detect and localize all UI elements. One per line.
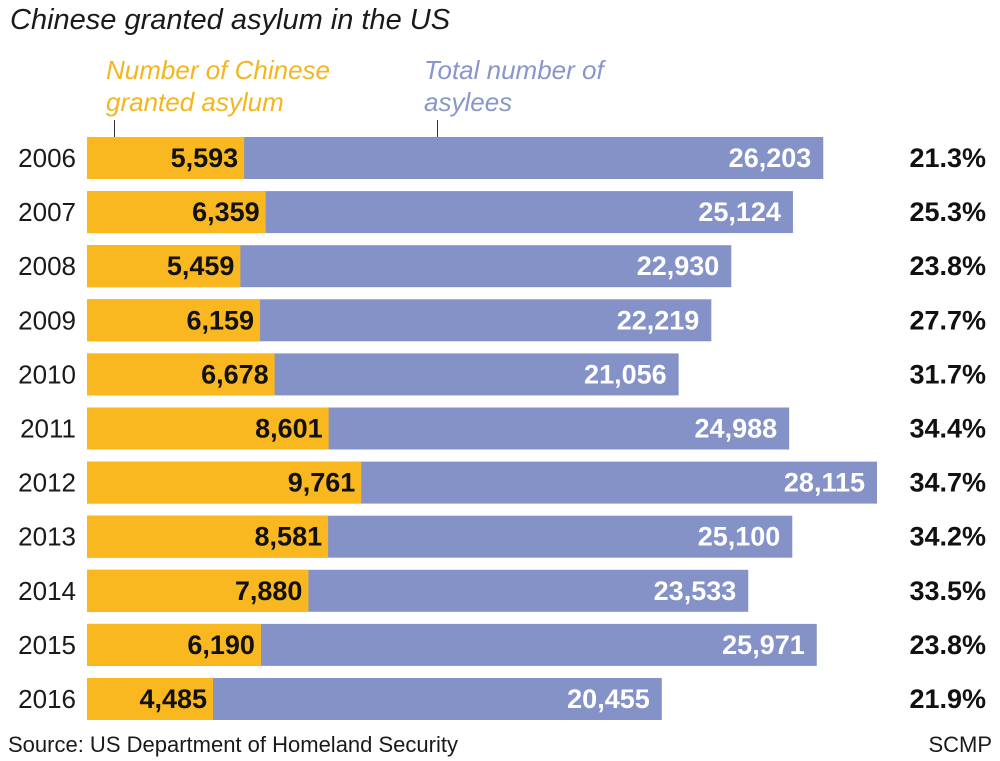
chinese-value-label: 5,459 bbox=[167, 251, 235, 281]
chinese-value-label: 4,485 bbox=[139, 684, 207, 714]
total-value-label: 25,971 bbox=[722, 630, 805, 660]
year-label: 2012 bbox=[18, 468, 76, 498]
total-value-label: 25,100 bbox=[698, 522, 781, 552]
total-value-label: 28,115 bbox=[784, 468, 865, 498]
chinese-value-label: 5,593 bbox=[171, 143, 239, 173]
percent-label: 34.2% bbox=[909, 522, 986, 552]
year-label: 2007 bbox=[18, 197, 76, 227]
bar-chart: 2006 5,593 26,203 21.3% 2007 6,359 25,124 25.3%… bbox=[18, 137, 986, 720]
year-label: 2006 bbox=[18, 143, 76, 173]
source-note: Source: US Department of Homeland Securi… bbox=[8, 732, 458, 757]
bar-chinese bbox=[87, 678, 214, 720]
total-value-label: 22,219 bbox=[617, 305, 700, 335]
bar-chinese bbox=[87, 191, 266, 234]
legend-chinese-tick bbox=[114, 120, 115, 140]
chart-title: Chinese granted asylum in the US bbox=[10, 4, 451, 36]
bar-chinese bbox=[87, 407, 329, 450]
total-value-label: 26,203 bbox=[729, 143, 812, 173]
percent-label: 33.5% bbox=[909, 576, 986, 606]
chinese-value-label: 6,359 bbox=[192, 197, 260, 227]
chinese-value-label: 7,880 bbox=[235, 576, 303, 606]
bar-chinese bbox=[87, 245, 241, 288]
total-value-label: 25,124 bbox=[698, 197, 781, 227]
total-value-label: 22,930 bbox=[637, 251, 720, 281]
legend-total: Total number of asylees bbox=[424, 55, 604, 117]
chinese-value-label: 6,159 bbox=[186, 305, 254, 335]
total-value-label: 24,988 bbox=[695, 414, 778, 444]
percent-label: 25.3% bbox=[909, 197, 986, 227]
percent-label: 21.9% bbox=[909, 684, 986, 714]
year-label: 2015 bbox=[18, 630, 76, 660]
year-label: 2016 bbox=[18, 684, 76, 714]
year-label: 2014 bbox=[18, 576, 76, 606]
bar-chinese bbox=[87, 137, 245, 179]
bar-chinese bbox=[87, 569, 309, 612]
percent-label: 21.3% bbox=[909, 143, 986, 173]
year-label: 2011 bbox=[20, 414, 76, 444]
total-value-label: 20,455 bbox=[567, 684, 650, 714]
percent-label: 34.4% bbox=[909, 414, 986, 444]
chinese-value-label: 8,601 bbox=[255, 414, 323, 444]
bar-chinese bbox=[87, 461, 362, 504]
chinese-value-label: 6,190 bbox=[187, 630, 255, 660]
legend-chinese: Number of Chinese granted asylum bbox=[106, 55, 330, 117]
legend-total-tick bbox=[437, 120, 438, 140]
chinese-value-label: 6,678 bbox=[201, 359, 269, 389]
percent-label: 34.7% bbox=[909, 468, 986, 498]
percent-label: 23.8% bbox=[909, 630, 986, 660]
total-value-label: 21,056 bbox=[584, 359, 667, 389]
year-label: 2009 bbox=[18, 305, 76, 335]
chinese-value-label: 8,581 bbox=[255, 522, 323, 552]
percent-label: 27.7% bbox=[909, 305, 986, 335]
year-label: 2013 bbox=[18, 522, 76, 552]
year-label: 2008 bbox=[18, 251, 76, 281]
bar-chinese bbox=[87, 299, 261, 342]
percent-label: 23.8% bbox=[909, 251, 986, 281]
percent-label: 31.7% bbox=[909, 359, 986, 389]
bar-chinese bbox=[87, 515, 329, 558]
bar-chinese bbox=[87, 623, 261, 666]
year-label: 2010 bbox=[18, 359, 76, 389]
credit: SCMP bbox=[928, 732, 992, 757]
total-value-label: 23,533 bbox=[654, 576, 737, 606]
chinese-value-label: 9,761 bbox=[288, 468, 356, 498]
bar-chinese bbox=[87, 353, 275, 396]
